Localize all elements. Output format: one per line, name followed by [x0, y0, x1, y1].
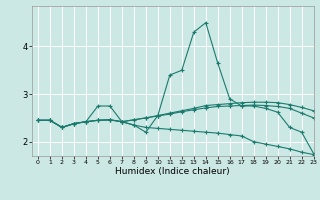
X-axis label: Humidex (Indice chaleur): Humidex (Indice chaleur) [116, 167, 230, 176]
